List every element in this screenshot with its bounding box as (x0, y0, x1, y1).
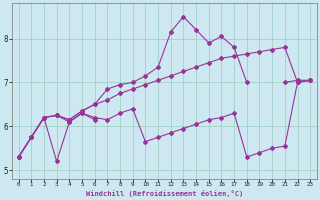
X-axis label: Windchill (Refroidissement éolien,°C): Windchill (Refroidissement éolien,°C) (86, 190, 243, 197)
